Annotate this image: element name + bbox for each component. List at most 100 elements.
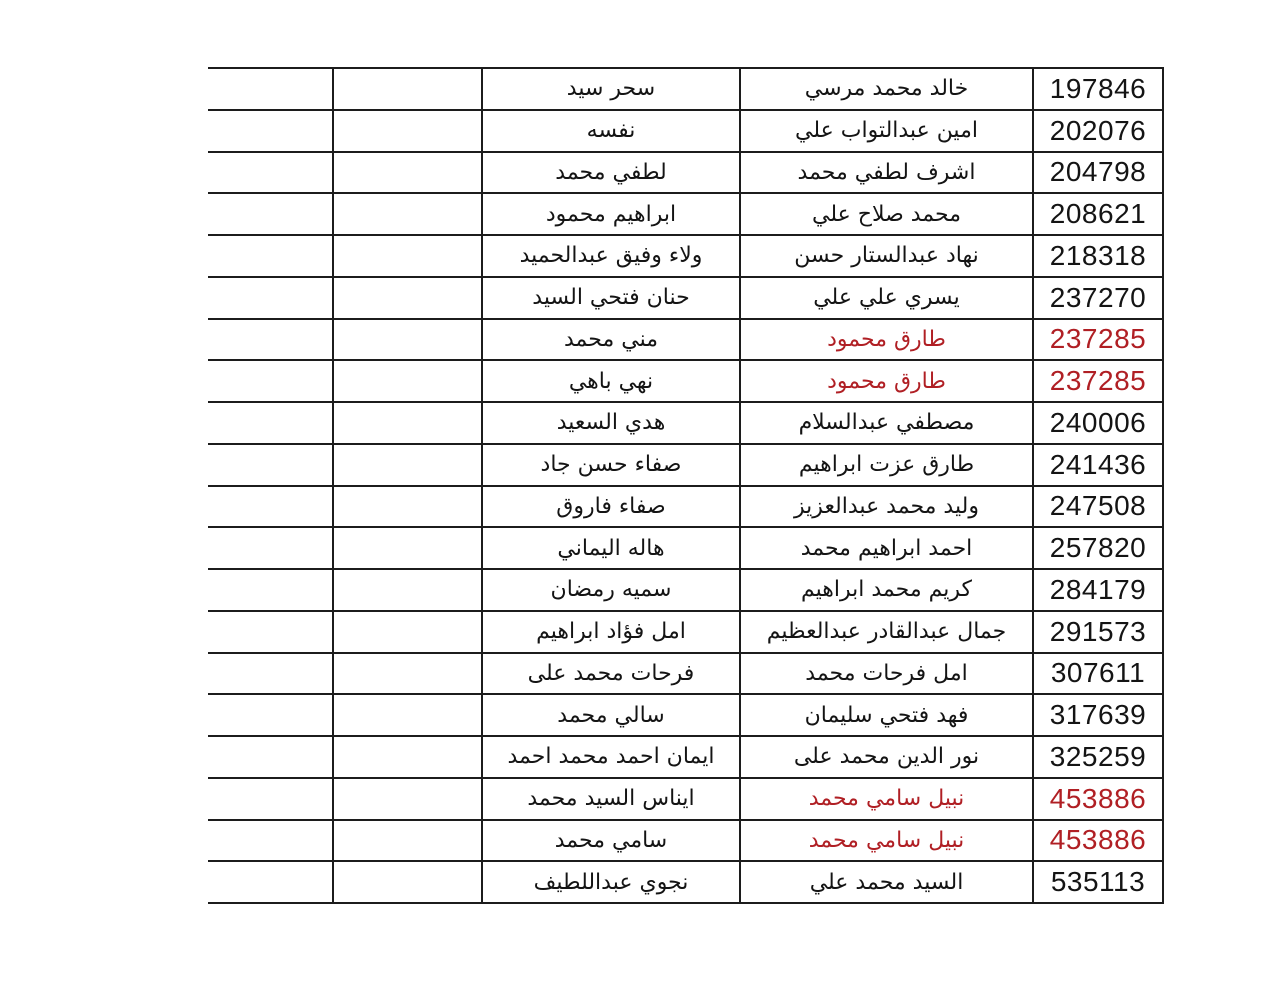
cell-empty-1[interactable] xyxy=(208,693,334,737)
cell-empty-2[interactable] xyxy=(332,359,483,403)
cell-person-name[interactable]: احمد ابراهيم محمد xyxy=(739,526,1034,570)
cell-relative-name[interactable]: صفاء حسن جاد xyxy=(481,442,741,487)
cell-empty-2[interactable] xyxy=(332,108,483,153)
cell-empty-1[interactable] xyxy=(208,275,334,320)
cell-relative-name[interactable]: لطفي محمد xyxy=(481,150,741,195)
cell-empty-2[interactable] xyxy=(332,651,483,696)
cell-person-name[interactable]: امل فرحات محمد xyxy=(739,651,1034,696)
cell-empty-1[interactable] xyxy=(208,526,334,570)
cell-relative-name[interactable]: نفسه xyxy=(481,108,741,153)
cell-empty-1[interactable] xyxy=(208,359,334,403)
cell-person-name[interactable]: طارق عزت ابراهيم xyxy=(739,442,1034,487)
cell-person-name[interactable]: نبيل سامي محمد xyxy=(739,818,1034,863)
cell-record-id[interactable]: 208621 xyxy=(1032,192,1164,236)
cell-relative-name[interactable]: هاله اليماني xyxy=(481,526,741,570)
cell-person-name[interactable]: كريم محمد ابراهيم xyxy=(739,568,1034,612)
cell-record-id[interactable]: 284179 xyxy=(1032,568,1164,612)
cell-empty-2[interactable] xyxy=(332,693,483,737)
cell-record-id[interactable]: 257820 xyxy=(1032,526,1164,570)
cell-record-id[interactable]: 237270 xyxy=(1032,275,1164,320)
cell-person-name[interactable]: نبيل سامي محمد xyxy=(739,776,1034,821)
cell-empty-2[interactable] xyxy=(332,442,483,487)
cell-person-name[interactable]: نور الدين محمد على xyxy=(739,735,1034,779)
cell-empty-2[interactable] xyxy=(332,568,483,612)
cell-relative-name[interactable]: امل فؤاد ابراهيم xyxy=(481,609,741,654)
cell-person-name[interactable]: محمد صلاح علي xyxy=(739,192,1034,236)
cell-empty-1[interactable] xyxy=(208,401,334,445)
cell-relative-name[interactable]: صفاء فاروق xyxy=(481,484,741,529)
cell-person-name[interactable]: السيد محمد علي xyxy=(739,860,1034,904)
cell-empty-2[interactable] xyxy=(332,275,483,320)
cell-empty-2[interactable] xyxy=(332,150,483,195)
cell-record-id[interactable]: 291573 xyxy=(1032,609,1164,654)
cell-relative-name[interactable]: ايمان احمد محمد احمد xyxy=(481,735,741,779)
cell-record-id[interactable]: 317639 xyxy=(1032,693,1164,737)
cell-empty-1[interactable] xyxy=(208,234,334,278)
cell-person-name[interactable]: طارق محمود xyxy=(739,317,1034,362)
cell-record-id[interactable]: 307611 xyxy=(1032,651,1164,696)
cell-person-name[interactable]: طارق محمود xyxy=(739,359,1034,403)
cell-relative-name[interactable]: ولاء وفيق عبدالحميد xyxy=(481,234,741,278)
cell-empty-2[interactable] xyxy=(332,484,483,529)
cell-person-name[interactable]: مصطفي عبدالسلام xyxy=(739,401,1034,445)
cell-empty-1[interactable] xyxy=(208,150,334,195)
cell-relative-name[interactable]: سامي محمد xyxy=(481,818,741,863)
cell-empty-1[interactable] xyxy=(208,776,334,821)
cell-empty-1[interactable] xyxy=(208,735,334,779)
cell-record-id[interactable]: 247508 xyxy=(1032,484,1164,529)
cell-empty-1[interactable] xyxy=(208,568,334,612)
cell-empty-2[interactable] xyxy=(332,317,483,362)
cell-relative-name[interactable]: هدي السعيد xyxy=(481,401,741,445)
cell-relative-name[interactable]: ايناس السيد محمد xyxy=(481,776,741,821)
cell-relative-name[interactable]: نجوي عبداللطيف xyxy=(481,860,741,904)
cell-relative-name[interactable]: سميه رمضان xyxy=(481,568,741,612)
cell-record-id[interactable]: 535113 xyxy=(1032,860,1164,904)
cell-empty-1[interactable] xyxy=(208,860,334,904)
cell-record-id[interactable]: 202076 xyxy=(1032,108,1164,153)
cell-relative-name[interactable]: نهي باهي xyxy=(481,359,741,403)
cell-empty-2[interactable] xyxy=(332,818,483,863)
cell-empty-2[interactable] xyxy=(332,234,483,278)
cell-person-name[interactable]: جمال عبدالقادر عبدالعظيم xyxy=(739,609,1034,654)
cell-empty-2[interactable] xyxy=(332,67,483,111)
cell-relative-name[interactable]: سالي محمد xyxy=(481,693,741,737)
cell-person-name[interactable]: امين عبدالتواب علي xyxy=(739,108,1034,153)
cell-record-id[interactable]: 453886 xyxy=(1032,818,1164,863)
cell-empty-2[interactable] xyxy=(332,860,483,904)
cell-empty-2[interactable] xyxy=(332,776,483,821)
cell-record-id[interactable]: 197846 xyxy=(1032,67,1164,111)
cell-person-name[interactable]: نهاد عبدالستار حسن xyxy=(739,234,1034,278)
cell-empty-2[interactable] xyxy=(332,526,483,570)
cell-record-id[interactable]: 240006 xyxy=(1032,401,1164,445)
cell-record-id[interactable]: 237285 xyxy=(1032,359,1164,403)
cell-record-id[interactable]: 325259 xyxy=(1032,735,1164,779)
cell-empty-1[interactable] xyxy=(208,484,334,529)
cell-person-name[interactable]: اشرف لطفي محمد xyxy=(739,150,1034,195)
cell-empty-1[interactable] xyxy=(208,651,334,696)
cell-relative-name[interactable]: مني محمد xyxy=(481,317,741,362)
cell-relative-name[interactable]: ابراهيم محمود xyxy=(481,192,741,236)
cell-empty-2[interactable] xyxy=(332,401,483,445)
cell-person-name[interactable]: وليد محمد عبدالعزيز xyxy=(739,484,1034,529)
cell-record-id[interactable]: 218318 xyxy=(1032,234,1164,278)
cell-empty-1[interactable] xyxy=(208,442,334,487)
cell-person-name[interactable]: يسري علي علي xyxy=(739,275,1034,320)
cell-relative-name[interactable]: حنان فتحي السيد xyxy=(481,275,741,320)
cell-person-name[interactable]: خالد محمد مرسي xyxy=(739,67,1034,111)
cell-record-id[interactable]: 453886 xyxy=(1032,776,1164,821)
cell-person-name[interactable]: فهد فتحي سليمان xyxy=(739,693,1034,737)
cell-empty-2[interactable] xyxy=(332,192,483,236)
cell-relative-name[interactable]: فرحات محمد على xyxy=(481,651,741,696)
cell-empty-1[interactable] xyxy=(208,317,334,362)
cell-empty-2[interactable] xyxy=(332,735,483,779)
cell-empty-1[interactable] xyxy=(208,108,334,153)
cell-empty-1[interactable] xyxy=(208,192,334,236)
cell-record-id[interactable]: 241436 xyxy=(1032,442,1164,487)
cell-record-id[interactable]: 204798 xyxy=(1032,150,1164,195)
cell-empty-1[interactable] xyxy=(208,67,334,111)
cell-relative-name[interactable]: سحر سيد xyxy=(481,67,741,111)
cell-empty-1[interactable] xyxy=(208,609,334,654)
cell-empty-1[interactable] xyxy=(208,818,334,863)
cell-record-id[interactable]: 237285 xyxy=(1032,317,1164,362)
cell-empty-2[interactable] xyxy=(332,609,483,654)
